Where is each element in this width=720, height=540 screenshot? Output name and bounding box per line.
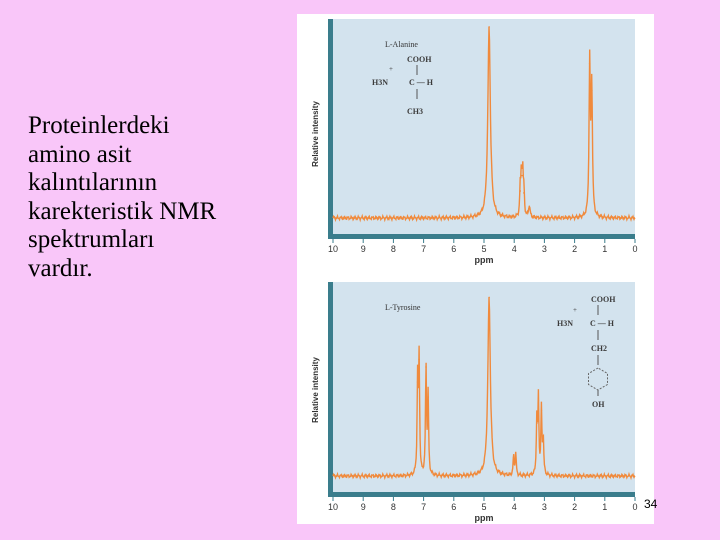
- body-text-line: karekteristik NMR: [28, 197, 217, 225]
- spectrum-line: [332, 297, 636, 481]
- spectrum-peak: [542, 437, 544, 440]
- spectrum-peak: [418, 358, 420, 361]
- slide-number: 34: [644, 497, 658, 511]
- spectrum-peak: [416, 381, 419, 383]
- x-axis-label: ppm: [475, 255, 494, 265]
- structure-amine: H3N: [557, 319, 573, 328]
- structure-hydroxyl: OH: [592, 400, 605, 409]
- x-tick-label: 6: [451, 502, 456, 512]
- structure-carboxyl: COOH: [407, 55, 432, 64]
- structure-side-chain: CH2: [591, 344, 607, 353]
- chart-title: L-Alanine: [385, 40, 418, 49]
- x-axis-line: [328, 234, 635, 239]
- y-axis-line: [328, 282, 333, 497]
- x-tick-label: 7: [421, 244, 426, 254]
- spectrum-peak: [488, 296, 490, 299]
- structure-alpha-carbon: C — H: [590, 319, 615, 328]
- body-text-line: kalıntılarının: [28, 169, 158, 197]
- spectrum-peak: [591, 89, 593, 92]
- x-tick-label: 2: [572, 244, 577, 254]
- body-text: Proteinlerdeki amino asit kalıntılarının…: [28, 112, 278, 284]
- spectrum-peak: [536, 422, 538, 425]
- spectrum-peak: [427, 396, 429, 398]
- structure-amine: H3N: [372, 78, 388, 87]
- body-text-line: spektrumları: [28, 226, 155, 254]
- spectrum-peak: [588, 62, 591, 65]
- x-tick-label: 8: [391, 244, 396, 254]
- x-tick-label: 10: [328, 502, 338, 512]
- structure-carboxyl: COOH: [591, 295, 616, 304]
- chart-title: L-Tyrosine: [385, 303, 421, 312]
- structure-side-chain: CH3: [407, 107, 423, 116]
- spectrum-peak: [514, 452, 517, 455]
- x-tick-label: 3: [542, 502, 547, 512]
- x-tick-label: 10: [328, 244, 338, 254]
- structure-charge: +: [573, 306, 577, 314]
- spectrum-peak: [540, 409, 543, 412]
- spectrum-peak: [521, 174, 524, 177]
- x-axis-line: [328, 492, 635, 497]
- spectrum-peak: [528, 205, 531, 208]
- x-tick-label: 9: [361, 502, 366, 512]
- x-tick-label: 0: [632, 244, 637, 254]
- y-axis-line: [328, 19, 333, 239]
- spectrum-peak: [488, 26, 490, 28]
- body-text-line: amino asit: [28, 140, 132, 168]
- y-axis-label: Relative intensity: [311, 101, 320, 167]
- spectrum-peak: [523, 192, 525, 194]
- spectrum-peak: [520, 174, 523, 177]
- x-tick-label: 8: [391, 502, 396, 512]
- spectrum-peak: [519, 190, 522, 192]
- x-tick-label: 2: [572, 502, 577, 512]
- x-tick-label: 5: [481, 502, 486, 512]
- body-text-line: Proteinlerdeki: [28, 112, 170, 139]
- x-tick-label: 5: [481, 244, 486, 254]
- y-axis-label: Relative intensity: [311, 357, 320, 423]
- x-tick-label: 4: [512, 244, 517, 254]
- body-text-line: vardır.: [28, 254, 93, 282]
- spectrum-peak: [512, 456, 515, 459]
- x-axis-label: ppm: [475, 513, 494, 523]
- x-tick-label: 1: [602, 244, 607, 254]
- spectrum-peak: [537, 400, 540, 402]
- x-tick-label: 9: [361, 244, 366, 254]
- spectrum-peak: [425, 366, 427, 368]
- x-tick-label: 7: [421, 502, 426, 512]
- x-tick-label: 1: [602, 502, 607, 512]
- structure-charge: +: [389, 65, 393, 73]
- x-tick-label: 0: [632, 502, 637, 512]
- nmr-figure: 10 9 8 7 6 5 4 3 2 1 0 ppm Relative intensity L-Alani…: [297, 14, 654, 524]
- structure-alpha-carbon: C — H: [409, 78, 434, 87]
- x-tick-label: 6: [451, 244, 456, 254]
- x-tick-label: 3: [542, 244, 547, 254]
- spectrum-line: [332, 26, 636, 223]
- x-tick-label: 4: [512, 502, 517, 512]
